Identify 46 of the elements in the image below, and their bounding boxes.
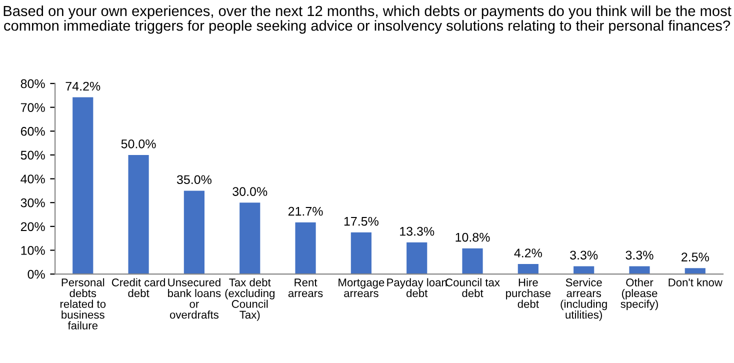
x-tick-label: Service arrears (including utilities) xyxy=(560,278,607,321)
x-tick-label: Tax debt (excluding Council Tax) xyxy=(225,278,274,321)
x-tick-label: Rent arrears xyxy=(288,278,323,298)
y-tick-label: 10% xyxy=(21,246,45,255)
x-tick-label: Council tax debt xyxy=(446,278,500,298)
data-label: 10.8% xyxy=(456,232,490,242)
data-label: 17.5% xyxy=(344,216,378,226)
data-label: 3.3% xyxy=(570,250,598,260)
y-tick-label: 70% xyxy=(20,103,45,112)
x-tick-label: Unsecured bank loans or overdrafts xyxy=(168,278,221,319)
bar xyxy=(518,264,538,274)
bar xyxy=(462,248,483,274)
bar xyxy=(128,154,149,274)
bar xyxy=(184,190,204,274)
bar xyxy=(295,222,316,274)
data-label: 30.0% xyxy=(232,187,268,196)
y-tick-label: 80% xyxy=(20,79,45,88)
data-label: 2.5% xyxy=(682,252,709,262)
x-tick-label: Other (please specify) xyxy=(620,278,658,310)
bar xyxy=(629,266,650,274)
data-label: 3.3% xyxy=(626,250,654,260)
bar xyxy=(72,97,94,274)
x-tick-label: Payday loan debt xyxy=(387,278,447,298)
x-tick-label: Hire purchase debt xyxy=(506,278,551,308)
x-tick-label: Personal debts related to business failure xyxy=(60,278,106,330)
y-tick-label: 50% xyxy=(20,150,45,160)
bar xyxy=(684,268,706,274)
x-tick-label: Don't know xyxy=(668,278,722,286)
y-tick-label: 20% xyxy=(20,222,45,232)
y-tick-label: 0% xyxy=(28,270,45,279)
y-tick-label: 30% xyxy=(20,198,45,208)
data-label: 4.2% xyxy=(514,248,542,258)
bar xyxy=(350,232,372,274)
data-label: 13.3% xyxy=(400,226,434,236)
chart-title: Based on your own experiences, over the next 12 months, which debts or payments do you think will be the most common immediate triggers for people seeking advice or insolvency solutions relating to their personal finances? xyxy=(4,5,732,34)
x-tick-label: Credit card debt xyxy=(112,278,165,298)
y-tick-label: 60% xyxy=(20,126,45,136)
data-label: 50.0% xyxy=(121,139,156,148)
data-label: 35.0% xyxy=(176,175,212,184)
data-label: 74.2% xyxy=(66,82,100,91)
x-tick-label: Mortgage arrears xyxy=(338,278,384,298)
y-tick-label: 40% xyxy=(20,174,45,184)
bar xyxy=(406,242,428,274)
bar xyxy=(574,266,594,274)
data-label: 21.7% xyxy=(288,206,323,216)
bar xyxy=(240,202,260,274)
